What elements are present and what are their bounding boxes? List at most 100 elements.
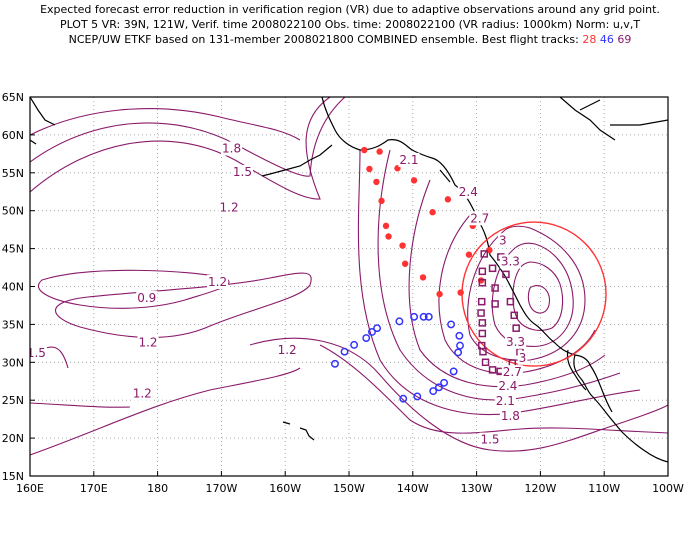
contour-1-2-south2 [30,402,131,408]
alaska-coast [321,97,506,277]
lon-tick-label: 100W [652,482,684,495]
contour-label: 1.2 [133,386,152,400]
coastlines [30,97,668,463]
track-point-blue [340,347,349,356]
contour-label: 2.4 [459,185,478,199]
contour-1-2-mid [249,337,668,452]
title-line-3: NCEP/UW ETKF based on 131-member 2008021… [0,32,700,47]
contour-1-8-north [30,108,301,141]
track-point-blue [395,317,404,326]
contour-label-bg [457,184,479,199]
track-point-blue [447,320,456,329]
lon-tick-label: 180 [147,482,168,495]
contour-label-bg [398,152,420,167]
contour-1-2-north [30,97,331,200]
track-point-blue [456,341,464,350]
track-point-red [436,290,443,298]
contour-1-2-south [30,367,301,456]
track-point-magenta [488,264,497,273]
track-point-magenta [491,284,499,292]
track-label-blue: 46 [599,33,614,46]
track-point-blue [368,328,376,336]
contour-label: 2.4 [498,379,517,393]
contour-label: 1.8 [501,409,520,423]
contour-label-bg [131,386,153,401]
contour-label-bg [499,254,521,269]
contour-label: 1.5 [27,346,46,360]
track-point-blue [424,312,433,321]
mexico-coast [573,354,668,463]
contour-1-8-ring [357,149,641,415]
contour-labels: 1.81.51.20.91.21.21.5 1.21.22.12.42.733.3… [27,141,528,447]
contour-label-bg [218,200,240,215]
lat-tick-label: 45N [2,243,24,256]
track-point-red [376,148,383,155]
title-line-3-text: NCEP/UW ETKF based on 131-member 2008021… [68,33,579,46]
lat-tick-label: 50N [2,205,24,218]
track-point-magenta [512,324,520,332]
lat-tick-label: 65N [2,91,24,104]
track-point-magenta [479,347,487,356]
track-point-blue [429,387,438,396]
track-point-red [378,197,385,205]
track-point-magenta [506,297,515,306]
contour-label: 1.2 [208,275,227,289]
track-point-magenta [478,267,487,276]
hawaii [282,421,315,441]
contour-label-bg [517,350,528,365]
lat-tick-label: 30N [2,356,24,369]
track-point-blue [399,394,408,403]
contour-label-bg [497,233,508,248]
track-point-red [410,177,418,184]
track-point-magenta [477,297,486,306]
us-west-coast [504,275,613,413]
lon-tick-label: 160W [269,482,301,495]
track-point-blue [455,331,464,340]
title-line-2: PLOT 5 VR: 39N, 121W, Verif. time 200802… [59,18,641,31]
contour-3-3-ring [491,242,574,347]
contour-label-bg [207,274,229,289]
track-point-magenta [480,250,489,258]
track-point-red [465,251,473,258]
track-point-blue [419,312,428,321]
track-point-red [373,178,380,186]
title-block: Expected forecast error reduction in ver… [0,2,700,47]
track-point-magenta [510,311,518,320]
contour-lines [30,97,668,456]
track-label-red: 28 [582,33,597,46]
contour-label-bg [497,378,519,393]
contour-label: 3 [519,351,527,365]
track-point-red [385,233,392,240]
lon-tick-label: 160E [16,482,44,495]
track-point-red [366,165,373,173]
track-point-red [419,274,427,281]
contour-label-bg [136,290,158,305]
track-point-red [361,146,368,154]
lon-tick-label: 140W [397,482,429,495]
contour-label: 1.2 [220,201,239,215]
contour-label: 3.3 [506,335,525,349]
contour-label-bg [501,365,523,380]
track-point-red [382,222,390,230]
contour-label-bg [494,393,516,408]
lat-tick-label: 40N [2,281,24,294]
contour-label-bg [469,211,491,226]
track-point-magenta [478,278,487,287]
contour-label: 3.3 [501,254,520,268]
lat-tick-label: 20N [2,432,24,445]
contour-inner-2 [527,285,551,314]
track-point-red [399,242,406,249]
contour-label-bg [504,334,527,349]
lon-tick-label: 130W [461,482,493,495]
contour-inner-1 [512,261,564,331]
contour-label: 1.5 [480,433,499,447]
contour-label: 1.5 [233,165,252,179]
track-point-blue [331,359,339,368]
lon-tick-label: 170W [205,482,237,495]
lat-tick-label: 25N [2,394,24,407]
lat-tick-label: 35N [2,318,24,331]
contour-label: 2.7 [503,365,522,379]
lon-tick-label: 120W [524,482,556,495]
